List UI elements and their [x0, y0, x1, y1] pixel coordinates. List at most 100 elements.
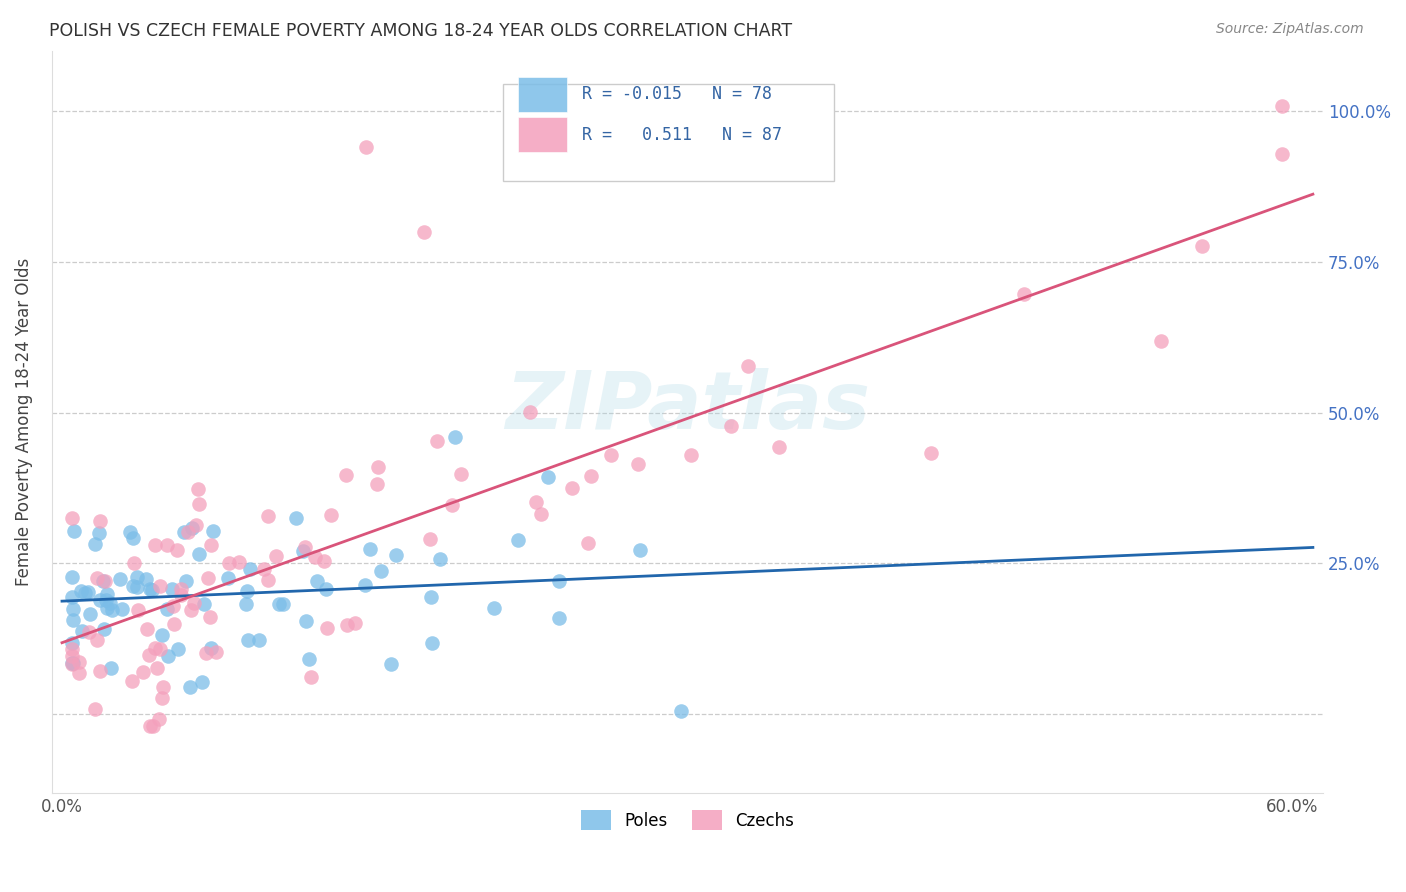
Point — [70, 624, 93, 638]
Point — [202, 524, 225, 538]
Point — [291, 544, 314, 558]
Point — [62, 649, 84, 664]
Point — [419, 590, 441, 604]
Point — [108, 573, 131, 587]
Point — [367, 460, 389, 475]
Point — [62, 657, 84, 671]
Point — [297, 651, 319, 665]
Point — [143, 641, 166, 656]
Point — [228, 556, 250, 570]
Point — [77, 624, 100, 639]
Point — [183, 596, 205, 610]
Point — [307, 574, 329, 589]
Point — [335, 468, 357, 483]
Text: Source: ZipAtlas.com: Source: ZipAtlas.com — [1216, 22, 1364, 37]
Point — [519, 405, 541, 419]
Point — [67, 666, 90, 681]
Point — [197, 571, 219, 585]
Point — [194, 646, 217, 660]
Point — [484, 601, 506, 615]
Point — [86, 571, 108, 585]
Point — [69, 584, 91, 599]
Point — [170, 589, 193, 603]
Point — [419, 533, 441, 547]
Point — [768, 440, 790, 454]
Legend: Poles, Czechs: Poles, Czechs — [574, 804, 801, 837]
Point — [239, 562, 262, 576]
Point — [319, 508, 342, 522]
Point — [581, 469, 603, 483]
Point — [146, 661, 169, 675]
Text: ZIPatlas: ZIPatlas — [505, 368, 870, 446]
Point — [450, 467, 472, 481]
Point — [200, 640, 222, 655]
Point — [62, 602, 84, 616]
Point — [679, 448, 702, 462]
Point — [1271, 147, 1294, 161]
Point — [188, 497, 211, 511]
Point — [359, 541, 381, 556]
Point — [91, 574, 114, 588]
Point — [198, 610, 221, 624]
Point — [190, 674, 212, 689]
Point — [163, 617, 186, 632]
Point — [156, 538, 179, 552]
Point — [200, 538, 222, 552]
Point — [315, 582, 337, 597]
Point — [1191, 239, 1213, 253]
Point — [122, 579, 145, 593]
Point — [143, 538, 166, 552]
Point — [173, 524, 195, 539]
Point — [267, 597, 290, 611]
Point — [60, 511, 83, 525]
Point — [86, 633, 108, 648]
Point — [121, 674, 143, 689]
Point — [264, 549, 287, 563]
Point — [89, 592, 111, 607]
Point — [167, 642, 190, 657]
Point — [627, 457, 650, 471]
Point — [135, 572, 157, 586]
Point — [136, 622, 159, 636]
Point — [127, 580, 149, 594]
Point — [152, 680, 174, 694]
Point — [205, 645, 228, 659]
Point — [60, 570, 83, 584]
FancyBboxPatch shape — [519, 117, 567, 153]
Point — [149, 579, 172, 593]
Point — [139, 582, 162, 596]
Point — [370, 564, 392, 578]
Point — [426, 434, 449, 449]
Point — [142, 719, 165, 733]
Point — [89, 515, 111, 529]
Point — [73, 586, 96, 600]
Point — [530, 508, 553, 522]
Point — [444, 430, 467, 444]
Point — [420, 635, 443, 649]
Point — [125, 570, 148, 584]
Point — [1014, 287, 1036, 301]
Point — [1150, 334, 1173, 348]
Point — [304, 550, 326, 565]
Point — [1271, 99, 1294, 113]
Point — [60, 656, 83, 670]
Point — [380, 657, 402, 671]
Point — [737, 359, 759, 374]
Point — [669, 704, 692, 718]
Text: R = -0.015   N = 78: R = -0.015 N = 78 — [582, 86, 772, 103]
Point — [89, 664, 111, 678]
Point — [176, 524, 198, 539]
Point — [356, 140, 378, 154]
Point — [429, 552, 451, 566]
Text: R =   0.511   N = 87: R = 0.511 N = 87 — [582, 126, 782, 144]
Point — [316, 621, 339, 635]
Point — [628, 543, 651, 558]
Point — [506, 533, 529, 547]
Point — [600, 449, 623, 463]
Point — [236, 632, 259, 647]
Point — [94, 592, 117, 607]
Point — [160, 582, 183, 597]
Point — [547, 574, 569, 588]
Point — [100, 661, 122, 675]
Point — [118, 525, 141, 540]
